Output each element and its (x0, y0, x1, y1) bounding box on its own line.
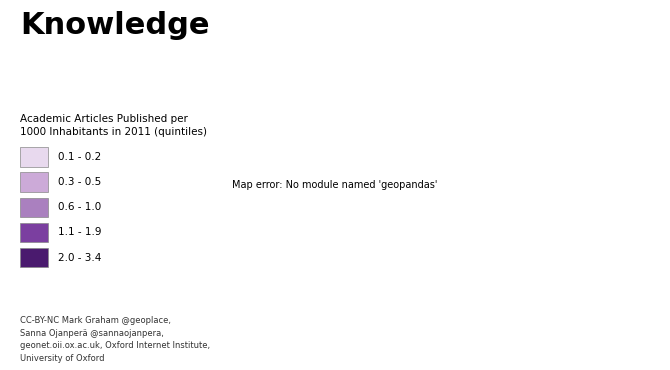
Text: CC-BY-NC Mark Graham @geoplace,
Sanna Ojanperä @sannaojanpera,
geonet.oii.ox.ac.: CC-BY-NC Mark Graham @geoplace, Sanna Oj… (20, 316, 210, 363)
Text: 0.6 - 1.0: 0.6 - 1.0 (58, 202, 102, 212)
Text: Academic Articles Published per
1000 Inhabitants in 2011 (quintiles): Academic Articles Published per 1000 Inh… (20, 114, 207, 137)
Text: 1.1 - 1.9: 1.1 - 1.9 (58, 227, 102, 238)
Text: 0.1 - 0.2: 0.1 - 0.2 (58, 152, 102, 162)
FancyBboxPatch shape (20, 172, 48, 192)
Text: 2.0 - 3.4: 2.0 - 3.4 (58, 252, 102, 263)
FancyBboxPatch shape (20, 198, 48, 217)
Text: 0.3 - 0.5: 0.3 - 0.5 (58, 177, 102, 187)
FancyBboxPatch shape (20, 248, 48, 267)
Text: Map error: No module named 'geopandas': Map error: No module named 'geopandas' (232, 180, 438, 190)
Text: Knowledge: Knowledge (20, 11, 210, 40)
FancyBboxPatch shape (20, 223, 48, 242)
FancyBboxPatch shape (20, 147, 48, 166)
